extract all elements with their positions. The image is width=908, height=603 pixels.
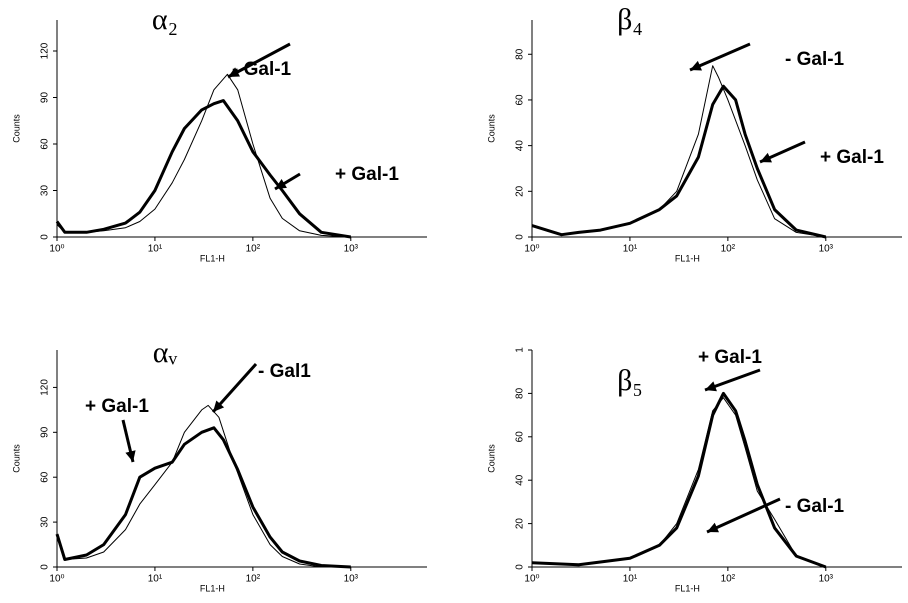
x-tick-label: 10³ <box>344 244 359 255</box>
y-axis-label: Counts <box>11 114 21 143</box>
arrow-head <box>275 178 287 189</box>
x-tick-label: 10² <box>721 244 736 255</box>
y-tick-label: 60 <box>40 471 51 483</box>
y-tick-label: 80 <box>515 48 526 60</box>
y-tick-label: 40 <box>515 474 526 486</box>
y-tick-label: 90 <box>40 426 51 438</box>
arrow-head <box>228 67 240 77</box>
histogram-line <box>531 391 827 569</box>
arrow-head <box>707 522 719 533</box>
y-tick-label: 60 <box>515 94 526 106</box>
x-tick-label: 10³ <box>819 244 834 255</box>
y-tick-label: 90 <box>40 92 51 104</box>
y-tick-label: 0 <box>515 234 526 240</box>
histogram-line <box>531 84 827 239</box>
x-tick-label: 10⁰ <box>49 244 64 255</box>
y-tick-label: 1 <box>515 347 526 353</box>
x-tick-label: 10¹ <box>148 244 163 255</box>
y-tick-label: 40 <box>515 140 526 152</box>
series-annotation: + Gal-1 <box>698 347 762 368</box>
arrow-head <box>705 381 717 392</box>
x-tick-label: 10⁰ <box>524 244 539 255</box>
x-axis-label: FL1-H <box>200 253 225 263</box>
y-tick-label: 20 <box>515 185 526 197</box>
arrow-head <box>760 152 772 163</box>
x-axis-label: FL1-H <box>675 253 700 263</box>
x-tick-label: 10² <box>246 574 261 585</box>
y-tick-label: 30 <box>40 516 51 528</box>
x-tick-label: 10¹ <box>623 574 638 585</box>
x-tick-label: 10¹ <box>148 574 163 585</box>
histogram-line <box>56 404 322 568</box>
annotation-arrow <box>689 42 751 72</box>
series-annotation: + Gal-1 <box>85 396 149 417</box>
arrow-head <box>125 450 136 462</box>
panel-title: β₄ <box>617 3 643 36</box>
y-tick-label: 120 <box>40 379 51 396</box>
y-tick-label: 60 <box>515 431 526 443</box>
x-tick-label: 10⁰ <box>524 574 539 585</box>
series-annotation: - Gal-1 <box>232 59 292 80</box>
arrow-head <box>213 400 225 412</box>
y-axis-label: Counts <box>486 114 496 143</box>
y-tick-label: 20 <box>515 518 526 530</box>
x-axis-label: FL1-H <box>200 583 225 593</box>
series-annotation: - Gal1 <box>258 361 311 382</box>
histogram-line <box>531 397 826 568</box>
panel-title: αᵥ <box>153 336 178 369</box>
y-tick-label: 30 <box>40 185 51 197</box>
y-tick-label: 120 <box>40 42 51 59</box>
series-annotation: - Gal-1 <box>785 496 845 517</box>
y-tick-label: 0 <box>40 564 51 570</box>
series-annotation: + Gal-1 <box>820 147 884 168</box>
y-tick-label: 80 <box>515 387 526 399</box>
panel-title: α₂ <box>152 3 178 36</box>
y-tick-label: 0 <box>515 564 526 570</box>
y-tick-label: 60 <box>40 138 51 150</box>
series-annotation: + Gal-1 <box>335 164 399 185</box>
histogram-line <box>55 426 351 569</box>
y-tick-label: 0 <box>40 234 51 240</box>
x-tick-label: 10¹ <box>623 244 638 255</box>
x-tick-label: 10² <box>721 574 736 585</box>
annotation-arrow <box>706 497 781 534</box>
x-tick-label: 10² <box>246 244 261 255</box>
histogram-line <box>55 99 352 239</box>
arrow-head <box>690 60 702 71</box>
x-tick-label: 10⁰ <box>49 574 64 585</box>
panel-title: β₅ <box>617 364 643 397</box>
x-axis-label: FL1-H <box>675 583 700 593</box>
y-axis-label: Counts <box>486 444 496 473</box>
y-axis-label: Counts <box>11 444 21 473</box>
x-tick-label: 10³ <box>344 574 359 585</box>
series-annotation: - Gal-1 <box>785 49 845 70</box>
x-tick-label: 10³ <box>819 574 834 585</box>
histogram-line <box>56 73 351 238</box>
annotation-arrow <box>227 42 291 79</box>
